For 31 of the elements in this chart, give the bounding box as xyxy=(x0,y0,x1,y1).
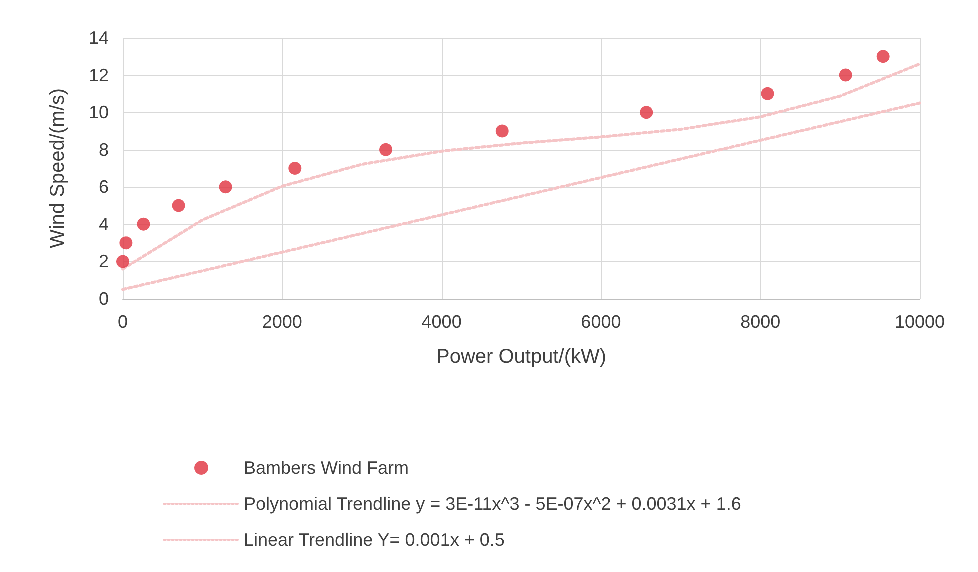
point xyxy=(496,124,509,138)
x-tick-label: 0 xyxy=(118,312,128,332)
y-tick-label: 8 xyxy=(98,140,109,160)
x-tick-label: 10000 xyxy=(894,312,946,332)
y-tick-label: 2 xyxy=(98,252,109,272)
x-tick-label: 6000 xyxy=(581,312,622,332)
x-tick-label: 2000 xyxy=(262,312,302,332)
point xyxy=(839,68,852,82)
legend-label: Linear Trendline Y= 0.001x + 0.5 xyxy=(244,530,505,550)
y-tick-label: 10 xyxy=(88,102,109,123)
x-tick-label: 4000 xyxy=(422,312,462,332)
point xyxy=(120,236,133,250)
legend-label: Bambers Wind Farm xyxy=(244,458,410,478)
x-tick-label: 8000 xyxy=(740,312,781,332)
legend-label: Polynomial Trendline y = 3E-11x^3 - 5E-07x^2 + 0.0031x + 1.6 xyxy=(244,494,742,514)
point xyxy=(761,87,774,100)
y-tick-label: 4 xyxy=(98,214,109,234)
point xyxy=(380,143,393,156)
point xyxy=(219,180,232,194)
y-tick-label: 14 xyxy=(88,28,109,48)
point xyxy=(876,50,890,64)
y-tick-label: 6 xyxy=(98,177,109,198)
x-axis-title: Power Output/(kW) xyxy=(436,346,607,368)
point xyxy=(640,106,654,120)
y-tick-label: 0 xyxy=(98,289,109,309)
point xyxy=(137,218,150,231)
point xyxy=(288,162,302,175)
point xyxy=(172,199,186,212)
y-tick-label: 12 xyxy=(88,65,109,86)
point xyxy=(116,255,130,268)
y-axis-title: Wind Speed/(m/s) xyxy=(47,88,69,249)
